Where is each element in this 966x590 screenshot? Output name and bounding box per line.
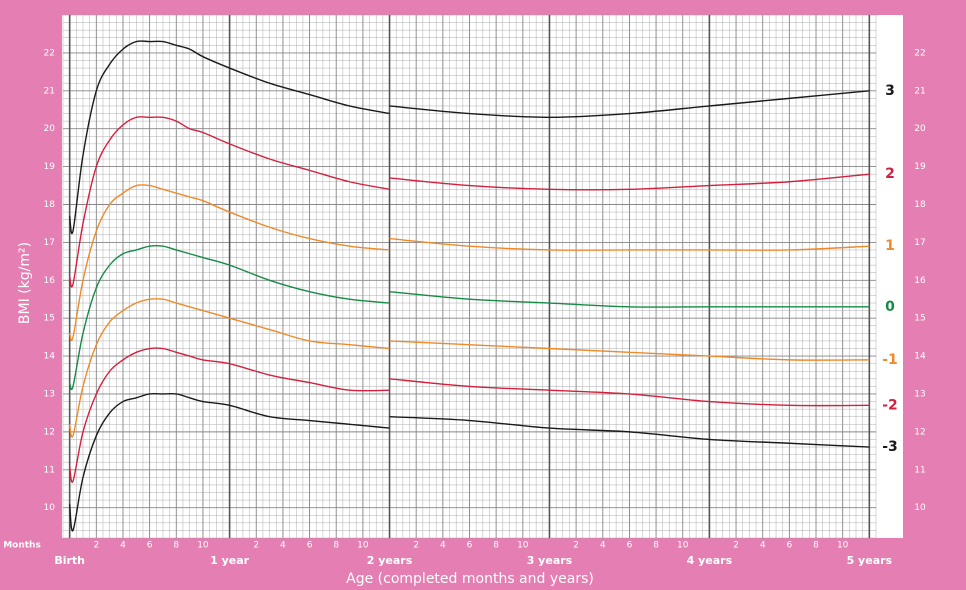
x-tick-label: 6 [307, 541, 313, 551]
x-tick-label: 2 [253, 541, 259, 551]
z-score-line [68, 184, 870, 342]
x-tick-label: 2 [573, 541, 579, 551]
y-tick-label: 11 [44, 465, 55, 475]
year-tick-label: 1 year [210, 554, 250, 567]
z-score-line [68, 116, 870, 288]
x-tick-label: 2 [93, 541, 99, 551]
x-tick-label: 6 [147, 541, 153, 551]
x-tick-label: 4 [600, 541, 606, 551]
y-tick-label: 15 [44, 314, 55, 324]
z-score-line [68, 347, 870, 483]
x-tick-label: 8 [813, 541, 819, 551]
legend-label: 2 [885, 166, 895, 182]
x-tick-label: 10 [357, 541, 369, 551]
y-tick-label: 22 [44, 48, 55, 58]
legend-label: -2 [882, 397, 898, 413]
legend-label: 1 [885, 238, 895, 254]
x-tick-label: 2 [413, 541, 419, 551]
y-tick-label: 18 [44, 200, 56, 210]
y-tick-label-right: 14 [914, 352, 926, 362]
year-tick-label: 2 years [367, 554, 413, 567]
y-axis-title: BMI (kg/m²) [17, 242, 33, 324]
y-tick-label-right: 15 [914, 314, 925, 324]
year-tick-label: Birth [54, 554, 85, 567]
year-tick-label: 3 years [527, 554, 573, 567]
plot-area [62, 14, 966, 539]
x-tick-label: 2 [733, 541, 739, 551]
y-tick-label-right: 16 [914, 276, 926, 286]
x-axis-title: Age (completed months and years) [346, 571, 594, 587]
y-tick-label-right: 11 [914, 465, 925, 475]
y-tick-label-right: 13 [914, 389, 925, 399]
y-tick-label-right: 19 [914, 162, 926, 172]
z-score-line [68, 298, 870, 438]
x-tick-label: 8 [333, 541, 339, 551]
x-tick-label: 6 [787, 541, 793, 551]
y-tick-label: 13 [44, 389, 55, 399]
y-tick-label: 21 [44, 86, 55, 96]
y-tick-label: 10 [44, 503, 56, 513]
z-score-line [68, 245, 870, 391]
legend-label: -1 [882, 352, 898, 368]
right-label-area [903, 15, 966, 538]
x-tick-label: 8 [493, 541, 499, 551]
y-tick-label-right: 21 [914, 86, 925, 96]
y-tick-label-right: 20 [914, 124, 926, 134]
x-tick-label: 10 [837, 541, 849, 551]
x-tick-label: 4 [120, 541, 126, 551]
y-tick-label-right: 22 [914, 48, 925, 58]
y-tick-label: 14 [44, 352, 56, 362]
y-tick-label: 19 [44, 162, 56, 172]
legend-label: 0 [885, 299, 895, 315]
x-tick-label: 10 [197, 541, 209, 551]
y-tick-label: 20 [44, 124, 56, 134]
x-tick-label: 10 [517, 541, 529, 551]
x-tick-label: 4 [280, 541, 286, 551]
z-score-line [68, 40, 870, 235]
y-tick-label-right: 12 [914, 427, 925, 437]
legend-label: 3 [885, 83, 895, 99]
y-tick-label-right: 17 [914, 238, 925, 248]
x-tick-label: 4 [760, 541, 766, 551]
x-tick-label: 4 [440, 541, 446, 551]
y-tick-label: 17 [44, 238, 55, 248]
year-tick-label: 5 years [847, 554, 893, 567]
y-tick-label-right: 18 [914, 200, 926, 210]
x-tick-label: 6 [627, 541, 633, 551]
legend-label: -3 [882, 439, 898, 455]
x-tick-label: 10 [677, 541, 689, 551]
plot-background [62, 15, 903, 538]
y-tick-label: 12 [44, 427, 55, 437]
year-tick-label: 4 years [687, 554, 733, 567]
y-tick-label-right: 10 [914, 503, 926, 513]
x-tick-label: 8 [653, 541, 659, 551]
months-label: Months [3, 541, 41, 551]
x-tick-label: 6 [467, 541, 473, 551]
y-tick-label: 16 [44, 276, 56, 286]
x-tick-label: 8 [173, 541, 179, 551]
z-score-line [68, 393, 870, 532]
